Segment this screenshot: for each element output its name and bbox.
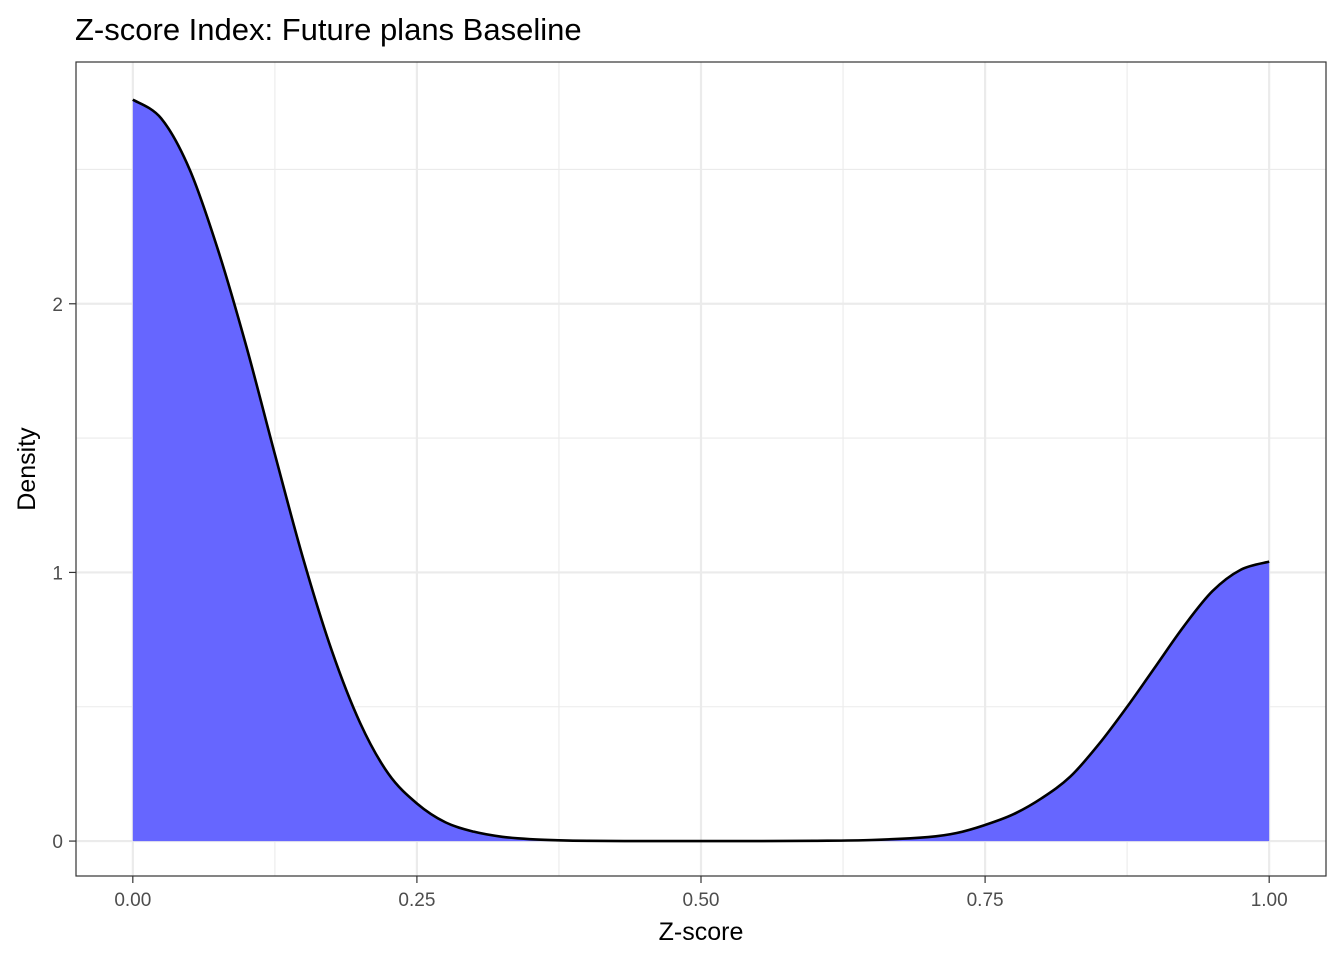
- x-axis: 0.00 0.25 0.50 0.75 1.00: [114, 876, 1288, 911]
- y-axis-title: Density: [13, 427, 41, 511]
- x-tick-label: 0.50: [683, 890, 720, 911]
- y-tick-label: 2: [52, 295, 63, 316]
- chart-title: Z-score Index: Future plans Baseline: [75, 12, 582, 47]
- density-area: [132, 99, 1270, 842]
- y-tick-label: 1: [52, 563, 63, 584]
- density-line: [132, 98, 1270, 843]
- x-tick-label: 0.75: [967, 890, 1004, 911]
- x-axis-title: Z-score: [659, 918, 744, 946]
- x-tick-label: 1.00: [1251, 890, 1288, 911]
- x-tick-label: 0.25: [398, 890, 435, 911]
- x-tick-label: 0.00: [114, 890, 151, 911]
- y-tick-label: 0: [52, 832, 63, 853]
- y-axis: 0 1 2: [52, 295, 76, 853]
